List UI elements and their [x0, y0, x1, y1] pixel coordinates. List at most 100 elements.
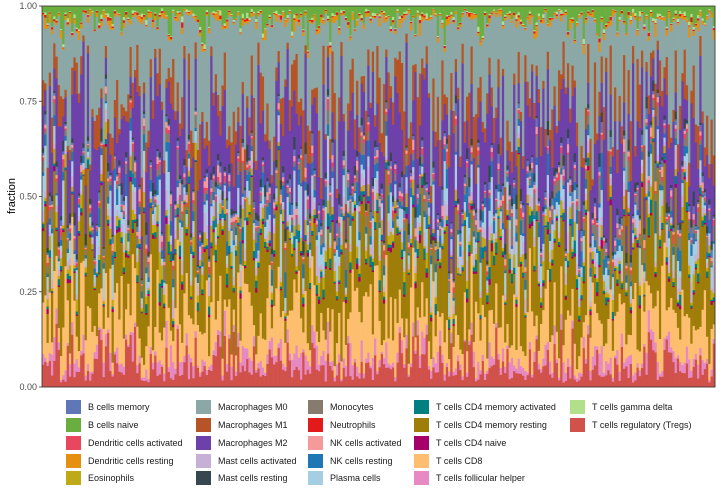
bar-segment: [284, 342, 287, 368]
bar-segment: [376, 14, 379, 16]
bar-segment: [228, 9, 231, 11]
bar-segment: [436, 248, 440, 260]
bar-segment: [497, 163, 500, 170]
bar-segment: [441, 189, 444, 206]
bar-segment: [59, 225, 63, 229]
bar-segment: [205, 248, 209, 250]
bar-segment: [331, 370, 334, 388]
bar-segment: [86, 144, 90, 146]
bar-segment: [239, 241, 242, 265]
bar-segment: [53, 98, 56, 104]
bar-segment: [407, 374, 411, 377]
bar-segment: [219, 172, 222, 183]
bar-segment: [452, 110, 456, 134]
bar-segment: [488, 284, 492, 311]
bar-segment: [353, 31, 357, 120]
bar-segment: [297, 101, 301, 126]
bar-segment: [367, 16, 370, 50]
bar-segment: [93, 283, 97, 287]
bar-segment: [131, 13, 135, 15]
bar-segment: [68, 279, 72, 283]
bar-segment: [374, 210, 377, 223]
bar-segment: [499, 208, 503, 212]
bar-segment: [163, 306, 166, 309]
bar-segment: [326, 321, 330, 354]
bar-segment: [282, 220, 285, 223]
bar-segment: [237, 332, 240, 347]
bar-segment: [255, 354, 258, 370]
bar-segment: [380, 151, 384, 184]
bar-segment: [42, 364, 45, 388]
bar-segment: [317, 303, 321, 343]
bar-segment: [528, 14, 532, 25]
bar-segment: [445, 168, 449, 189]
bar-segment: [351, 193, 355, 197]
bar-segment: [129, 99, 133, 103]
bar-segment: [163, 266, 166, 281]
bar-segment: [461, 226, 465, 251]
bar-segment: [147, 147, 151, 252]
bar-segment: [53, 102, 56, 116]
bar-segment: [369, 102, 373, 108]
bar-segment: [109, 29, 112, 134]
bar-segment: [84, 258, 88, 266]
bar-segment: [376, 170, 379, 180]
bar-segment: [80, 355, 83, 388]
bar-segment: [519, 207, 523, 218]
bar-segment: [176, 10, 180, 14]
bar-segment: [344, 299, 348, 304]
bar-segment: [221, 206, 225, 209]
bar-segment: [488, 57, 492, 75]
bar-segment: [477, 150, 480, 156]
bar-segment: [342, 166, 346, 169]
bar-segment: [510, 20, 514, 21]
bar-segment: [95, 344, 99, 359]
bar-segment: [163, 307, 166, 328]
bar-segment: [344, 290, 348, 295]
bar-segment: [282, 209, 285, 222]
bar-segment: [387, 338, 391, 364]
bar-segment: [391, 242, 395, 248]
bar-segment: [540, 287, 543, 298]
bar-segment: [169, 194, 173, 204]
bar-segment: [515, 226, 518, 233]
bar-segment: [264, 204, 267, 207]
bar-segment: [264, 372, 267, 377]
bar-segment: [252, 15, 256, 98]
bar-segment: [167, 215, 171, 225]
bar-segment: [405, 334, 409, 349]
bar-segment: [416, 240, 420, 249]
bar-segment: [400, 129, 404, 172]
bar-segment: [385, 111, 388, 115]
bar-segment: [219, 219, 222, 276]
bar-segment: [241, 365, 245, 388]
bar-segment: [468, 212, 471, 228]
bar-segment: [62, 140, 65, 152]
bar-segment: [524, 312, 527, 316]
bar-segment: [116, 174, 119, 177]
bar-segment: [293, 155, 296, 162]
bar-segment: [165, 18, 168, 80]
bar-segment: [463, 201, 467, 211]
bar-segment: [212, 231, 216, 256]
bar-segment: [398, 227, 402, 230]
bar-segment: [394, 197, 397, 201]
bar-segment: [279, 360, 283, 388]
bar-segment: [80, 179, 83, 192]
bar-segment: [389, 152, 393, 162]
bar-segment: [369, 265, 373, 267]
bar-segment: [416, 12, 420, 14]
bar-segment: [89, 9, 92, 11]
bar-segment: [338, 354, 341, 363]
bar-segment: [322, 205, 326, 209]
bar-segment: [136, 281, 139, 284]
bar-segment: [425, 277, 429, 299]
bar-segment: [205, 145, 209, 170]
bar-segment: [412, 17, 415, 66]
bar-segment: [441, 245, 444, 249]
bar-segment: [306, 220, 310, 226]
bar-segment: [95, 226, 99, 229]
bar-segment: [243, 169, 247, 188]
bar-segment: [174, 374, 177, 388]
bar-segment: [174, 209, 177, 216]
